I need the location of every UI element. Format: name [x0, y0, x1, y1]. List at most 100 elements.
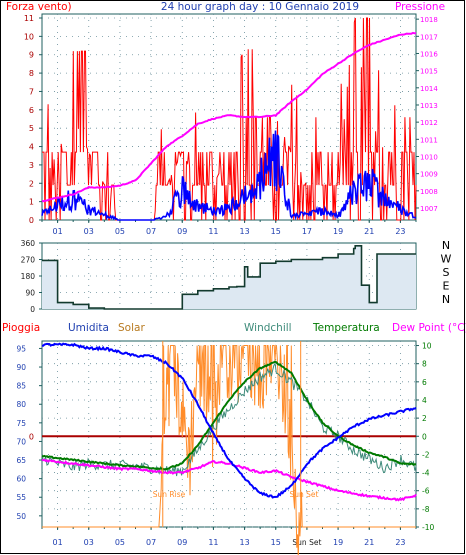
- x-tick-label: 09: [177, 227, 187, 236]
- temp-y-tick-label: -6: [422, 487, 430, 496]
- temp-y-tick-label: -2: [422, 450, 430, 459]
- x-tick-label: 07: [146, 227, 156, 236]
- x-tick-label: 23: [395, 227, 405, 236]
- dir-y-tick-label: 270: [21, 256, 36, 265]
- temp-y-tick-label: 10: [422, 342, 432, 351]
- legend-temperatura: Temperatura: [312, 322, 380, 334]
- y-tick-label: 4: [29, 143, 34, 152]
- x-tick-label: 07: [146, 538, 156, 547]
- legend-umidita: Umidita: [68, 322, 109, 334]
- x-tick-label: 11: [208, 538, 218, 547]
- wind-force-label: Forza vento): [6, 1, 72, 13]
- temp-y-tick-label: -4: [422, 469, 430, 478]
- temperature-line: [41, 360, 416, 471]
- pressure-line: [41, 31, 417, 203]
- y2-tick-label: 1009: [420, 171, 438, 179]
- hum-y-tick-label: 80: [16, 400, 26, 409]
- temp-y-tick-label: 4: [422, 396, 427, 405]
- y-tick-label: 6: [29, 106, 34, 115]
- wind-gust-line: [42, 17, 417, 221]
- hum-y-tick-label: 65: [16, 456, 26, 465]
- x-tick-label: 21: [364, 538, 374, 547]
- x-tick-label: 05: [115, 538, 125, 547]
- humidity-line: [41, 342, 417, 499]
- legend-dewpoint: Dew Point (°C): [392, 322, 466, 334]
- windchill-line: [41, 362, 417, 477]
- compass-label: N: [442, 293, 450, 306]
- temp-y-tick-label: -8: [422, 505, 430, 514]
- compass-label: S: [443, 266, 450, 279]
- temp-y-tick-label: -10: [422, 523, 434, 532]
- temp-y-tick-label: 8: [422, 360, 427, 369]
- hum-y-tick-label: 85: [16, 382, 26, 391]
- x-tick-label: 01: [52, 227, 62, 236]
- hum-y-tick-label: 70: [16, 437, 26, 446]
- y-tick-label: 7: [29, 87, 34, 96]
- x-tick-label: 01: [52, 538, 62, 547]
- compass-label: E: [443, 280, 450, 293]
- y-tick-label: 8: [29, 69, 34, 78]
- x-tick-label: 03: [84, 538, 94, 547]
- pressure-label: Pressione: [395, 1, 445, 13]
- y-tick-label: 5: [29, 124, 34, 133]
- y2-tick-label: 1013: [420, 102, 438, 110]
- temp-y-tick-label: 6: [422, 378, 427, 387]
- x-tick-label: 13: [239, 538, 249, 547]
- dir-y-tick-label: 0: [30, 305, 35, 314]
- compass-label: W: [441, 253, 452, 266]
- y-tick-label: 11: [24, 14, 34, 23]
- y-tick-label: 3: [29, 161, 34, 170]
- dir-y-tick-label: 360: [21, 239, 36, 248]
- x-tick-label: 19: [333, 227, 343, 236]
- x-tick-label: 23: [395, 538, 405, 547]
- y2-tick-label: 1012: [420, 119, 438, 127]
- y2-tick-label: 1016: [420, 50, 438, 58]
- hum-y-tick-label: 55: [16, 493, 26, 502]
- x-tick-label: 11: [208, 227, 218, 236]
- temp-y-tick-label: 2: [422, 414, 427, 423]
- wind-pressure-panel: 0123456789101110071008100910101011101210…: [24, 13, 438, 236]
- y-tick-label: 0: [29, 216, 34, 225]
- plot-area: [41, 13, 417, 221]
- x-tick-label: 17: [302, 227, 312, 236]
- x-tick-label: 05: [115, 227, 125, 236]
- y2-tick-label: 1014: [420, 85, 438, 93]
- x-tick-label: 15: [271, 227, 281, 236]
- legend-pioggia: Pioggia: [2, 322, 40, 334]
- dir-y-tick-label: 180: [21, 272, 36, 281]
- hum-y-tick-label: 60: [16, 475, 26, 484]
- hum-y-tick-label: 95: [16, 344, 26, 353]
- x-tick-label: 21: [364, 227, 374, 236]
- y-tick-label: 1: [29, 198, 34, 207]
- y2-tick-label: 1008: [420, 188, 438, 196]
- y2-tick-label: 1018: [420, 16, 438, 24]
- compass-label: N: [442, 239, 450, 252]
- x-tick-label: 19: [333, 538, 343, 547]
- y-tick-label: 10: [24, 32, 34, 41]
- x-tick-label: 15: [271, 538, 281, 547]
- dewpoint-line: [41, 458, 417, 502]
- legend-windchill: Windchill: [244, 322, 292, 334]
- hum-y-tick-label: 50: [16, 512, 26, 521]
- y-tick-label: 2: [29, 179, 34, 188]
- temperature-humidity-panel: 50556065707580859095-10-8-6-4-2024681001…: [16, 340, 434, 555]
- sun-rise-label: Sun Rise: [153, 490, 186, 499]
- y2-tick-label: 1007: [420, 205, 438, 213]
- y2-tick-label: 1011: [420, 136, 438, 144]
- temp-y-tick-label: 0: [422, 432, 427, 441]
- wind-direction-fill: [42, 245, 416, 309]
- sun-set-label: Sun Set: [290, 490, 319, 499]
- hum-y-tick-label: 75: [16, 419, 26, 428]
- y2-tick-label: 1017: [420, 33, 438, 41]
- x-tick-label: Sun Set: [292, 538, 321, 547]
- y2-tick-label: 1015: [420, 68, 438, 76]
- y2-tick-label: 1010: [420, 153, 438, 161]
- rain-zero-label: 0: [29, 432, 34, 441]
- dir-y-tick-label: 90: [25, 289, 35, 298]
- y-tick-label: 9: [29, 51, 34, 60]
- hum-y-tick-label: 90: [16, 363, 26, 372]
- x-tick-label: 13: [239, 227, 249, 236]
